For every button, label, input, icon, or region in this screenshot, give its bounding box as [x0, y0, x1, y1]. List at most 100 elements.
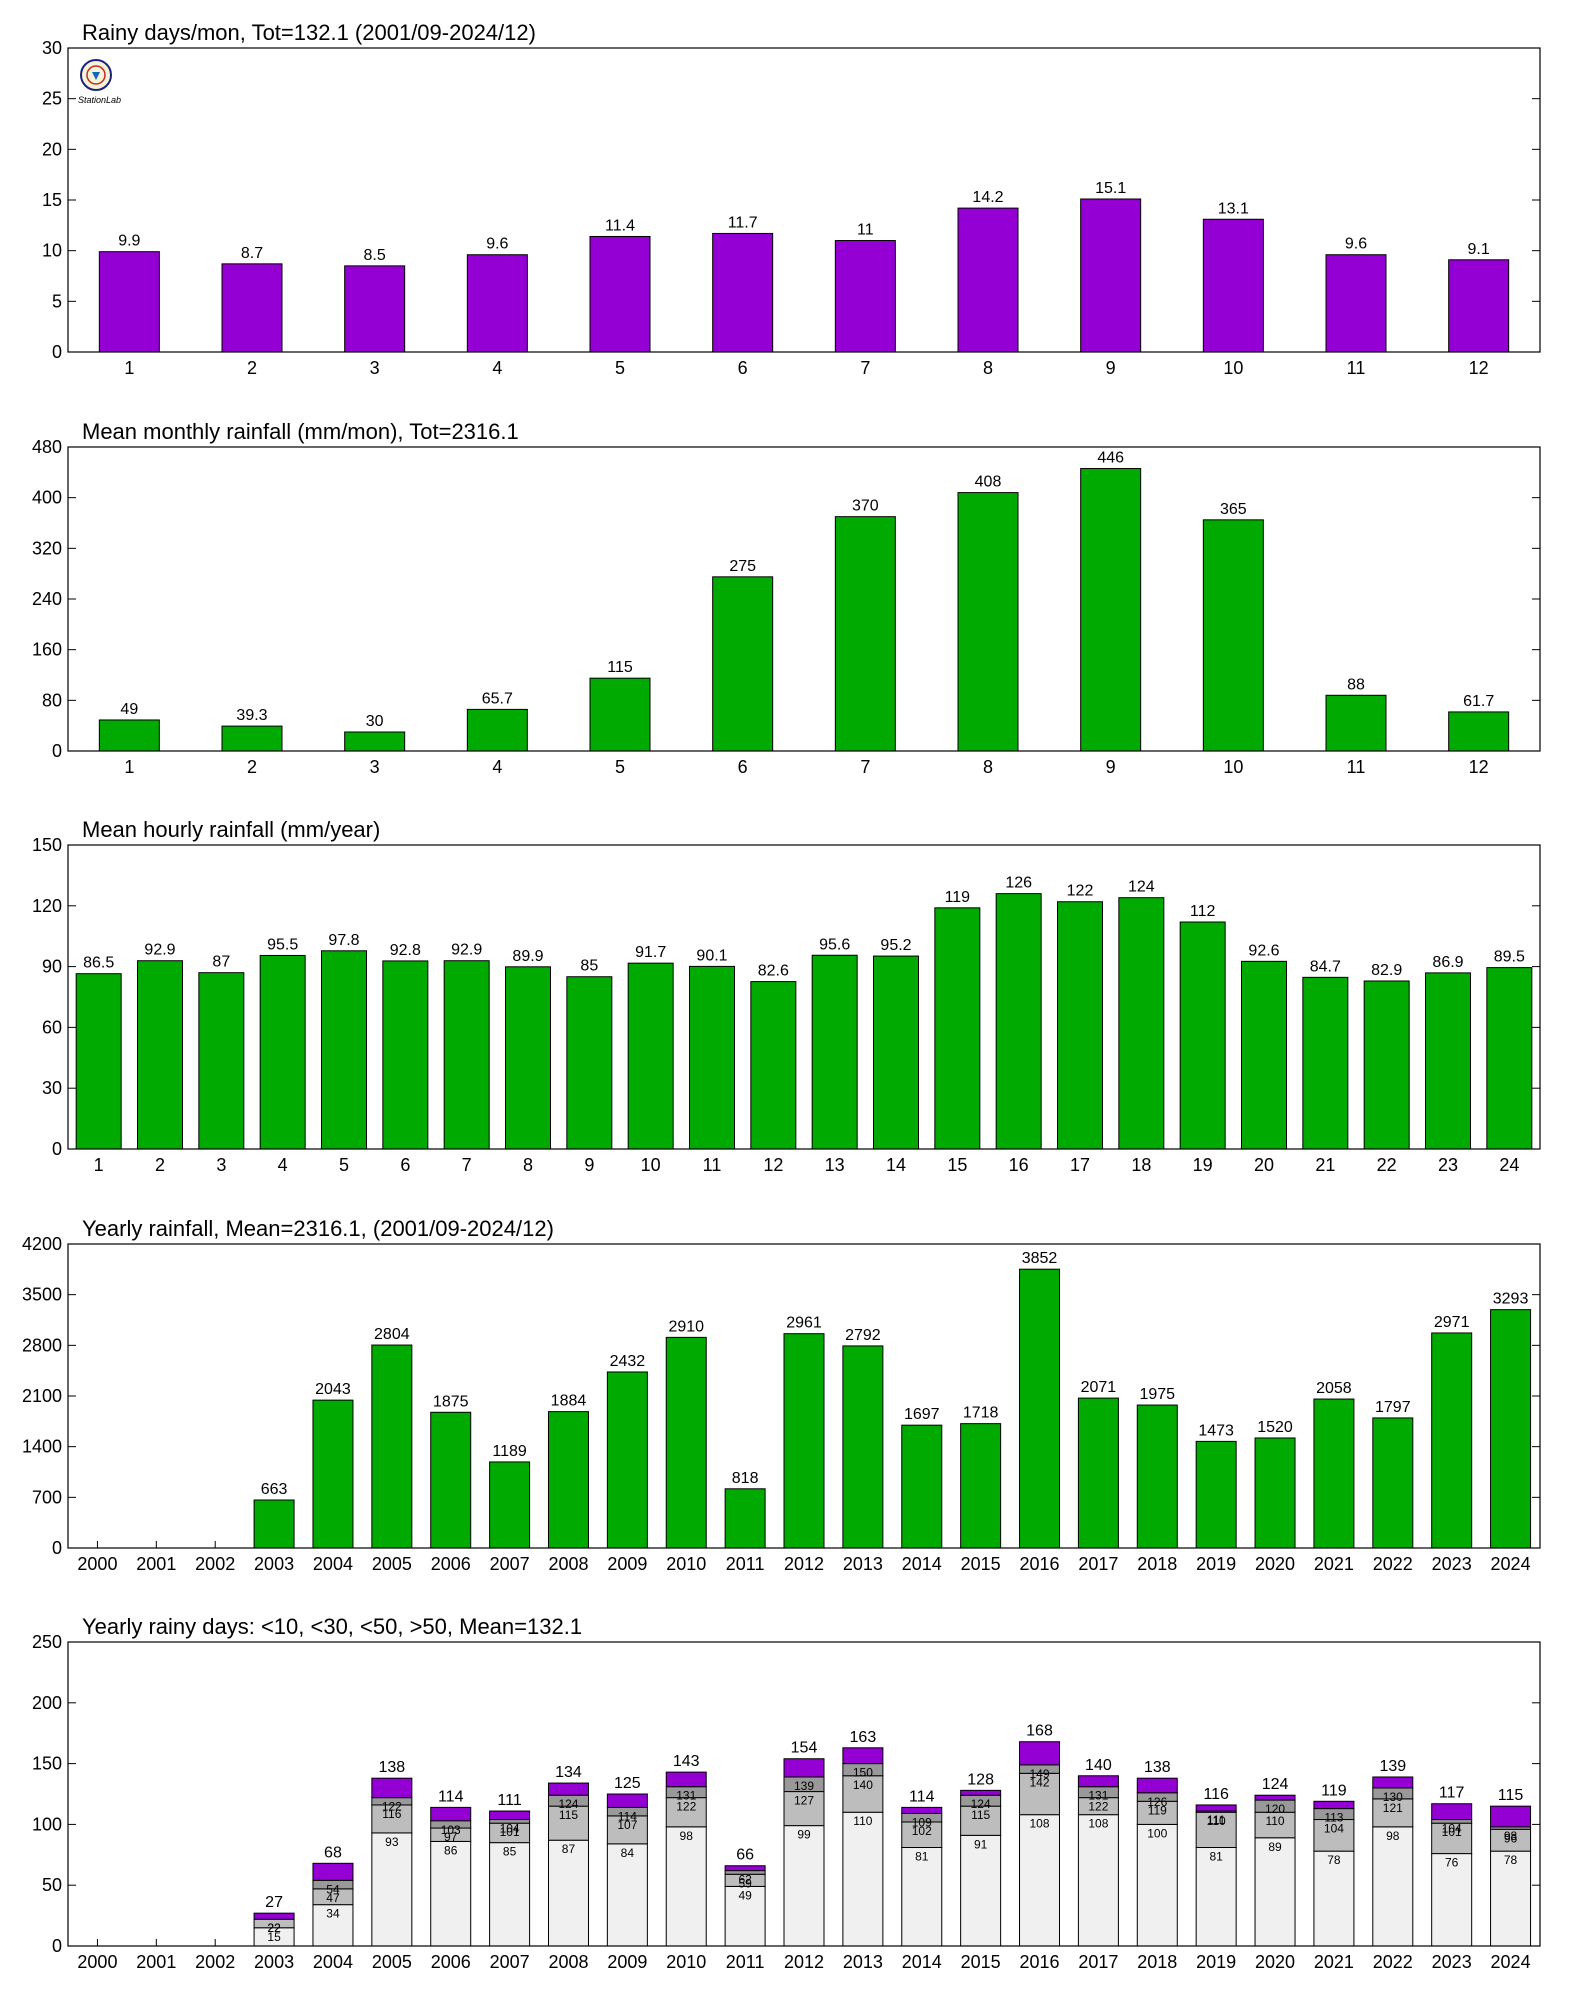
y-tick-label: 200: [32, 1693, 62, 1713]
segment-label-lt10: 84: [621, 1846, 635, 1860]
x-tick-label: 2017: [1078, 1952, 1118, 1972]
x-tick-label: 2020: [1255, 1554, 1295, 1574]
bar: [1431, 1332, 1473, 1549]
x-tick-label: 2008: [548, 1554, 588, 1574]
y-tick-label: 160: [32, 640, 62, 660]
stacked-bar-segment-lt10: [1195, 1847, 1237, 1947]
data-label: 2961: [786, 1315, 822, 1332]
x-tick-label: 2000: [77, 1554, 117, 1574]
stacked-bar-segment-gt50: [901, 1806, 943, 1814]
stacked-bar-segment-lt10: [606, 1843, 648, 1947]
y-tick-label: 400: [32, 488, 62, 508]
data-label: 122: [1067, 883, 1094, 900]
data-label: 275: [729, 558, 756, 575]
y-tick-label: 30: [42, 1078, 62, 1098]
segment-label-lt10: 78: [1504, 1853, 1518, 1867]
y-tick-label: 150: [32, 835, 62, 855]
x-tick-label: 2017: [1078, 1554, 1118, 1574]
x-tick-label: 6: [400, 1155, 410, 1175]
bar: [430, 1411, 472, 1549]
segment-label-lt30: 101: [1442, 1825, 1462, 1839]
segment-label-lt50: 122: [382, 1800, 402, 1814]
x-tick-label: 1: [124, 358, 134, 378]
stacked-bar-segment-gt50: [1313, 1800, 1355, 1810]
bar: [606, 1371, 648, 1549]
stacked-bar-segment-lt30: [1019, 1772, 1061, 1816]
bar: [1313, 1398, 1355, 1549]
data-label: 85: [580, 958, 598, 975]
bar: [75, 973, 122, 1150]
stacked-bar-segment-lt10: [1313, 1850, 1355, 1947]
y-tick-label: 10: [42, 241, 62, 261]
segment-label-lt50: 114: [618, 1809, 637, 1823]
stacked-bar-segment-lt10: [371, 1832, 413, 1947]
x-tick-label: 8: [523, 1155, 533, 1175]
stacked-bar-segment-lt10: [1372, 1826, 1414, 1947]
segment-label-lt30: 142: [1030, 1775, 1050, 1789]
x-tick-label: 2018: [1137, 1952, 1177, 1972]
bar: [783, 1333, 825, 1549]
x-tick-label: 1: [124, 757, 134, 777]
bar: [1241, 960, 1287, 1150]
total-label: 119: [1321, 1782, 1347, 1799]
data-label: 9.1: [1468, 241, 1490, 258]
y-tick-label: 0: [52, 1139, 62, 1159]
segment-label-lt50: 113: [1324, 1811, 1343, 1825]
total-label: 115: [1498, 1787, 1524, 1804]
total-label: 143: [673, 1753, 700, 1770]
y-tick-label: 90: [42, 957, 62, 977]
bar: [589, 677, 651, 752]
total-label: 128: [967, 1771, 994, 1788]
segment-label-lt50: 98: [1504, 1829, 1518, 1843]
bar: [1080, 468, 1142, 752]
logo-text: StationLab: [78, 95, 121, 105]
bar: [1425, 972, 1471, 1150]
bar: [1448, 259, 1510, 353]
total-label: 139: [1379, 1758, 1406, 1775]
stacked-bar-segment-lt10: [1254, 1837, 1296, 1947]
x-tick-label: 2007: [490, 1952, 530, 1972]
x-tick-label: 2016: [1019, 1952, 1059, 1972]
y-tick-label: 320: [32, 538, 62, 558]
y-tick-label: 2800: [22, 1335, 62, 1355]
stacked-bar-segment-gt50: [371, 1777, 413, 1799]
x-tick-label: 5: [339, 1155, 349, 1175]
data-label: 3852: [1022, 1250, 1058, 1267]
segment-label-lt10: 98: [680, 1829, 694, 1843]
chart-title: Mean monthly rainfall (mm/mon), Tot=2316…: [82, 419, 519, 444]
chart-5: Yearly rainy days: <10, <30, <50, >50, M…: [32, 1614, 1541, 1972]
x-tick-label: 5: [615, 358, 625, 378]
total-label: 111: [497, 1792, 521, 1809]
stacked-bar-segment-lt10: [960, 1834, 1002, 1947]
data-label: 1697: [904, 1406, 940, 1423]
stacked-bar-segment-gt50: [1019, 1741, 1061, 1766]
data-label: 446: [1097, 450, 1124, 467]
segment-label-lt50: 124: [558, 1797, 578, 1811]
y-tick-label: 60: [42, 1017, 62, 1037]
bar: [259, 954, 306, 1150]
y-tick-label: 3500: [22, 1285, 62, 1305]
bar: [934, 907, 981, 1150]
y-tick-label: 25: [42, 89, 62, 109]
bar: [98, 719, 160, 752]
data-label: 2804: [374, 1326, 410, 1343]
x-tick-label: 12: [1469, 757, 1489, 777]
stacked-bar-segment-gt50: [665, 1771, 707, 1788]
x-tick-label: 2010: [666, 1952, 706, 1972]
data-label: 119: [945, 889, 971, 906]
segment-label-lt10: 87: [562, 1842, 576, 1856]
x-tick-label: 2006: [431, 1554, 471, 1574]
total-label: 68: [324, 1844, 342, 1861]
data-label: 1875: [433, 1393, 469, 1410]
y-tick-label: 240: [32, 589, 62, 609]
x-tick-label: 9: [584, 1155, 594, 1175]
x-tick-label: 21: [1315, 1155, 1335, 1175]
stacked-bar-segment-gt50: [1077, 1775, 1119, 1788]
total-label: 66: [736, 1847, 754, 1864]
x-tick-label: 5: [615, 757, 625, 777]
x-tick-label: 2003: [254, 1554, 294, 1574]
x-tick-label: 2009: [607, 1554, 647, 1574]
segment-label-lt10: 100: [1147, 1826, 1167, 1840]
segment-label-lt50: 111: [1207, 1813, 1226, 1827]
